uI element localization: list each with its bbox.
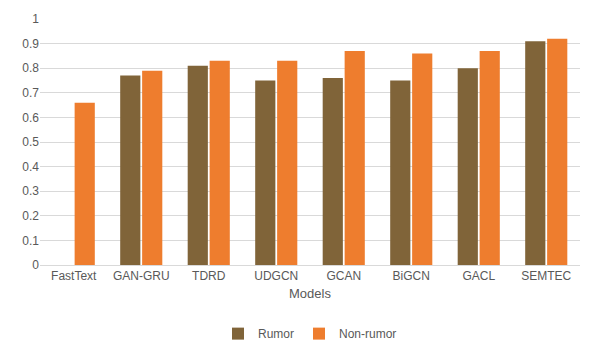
svg-text:GCAN: GCAN bbox=[326, 269, 361, 283]
svg-text:0.5: 0.5 bbox=[22, 135, 39, 149]
svg-text:TDRD: TDRD bbox=[192, 269, 226, 283]
svg-text:Non-rumor: Non-rumor bbox=[339, 327, 396, 341]
svg-text:0.4: 0.4 bbox=[22, 160, 39, 174]
svg-text:0.6: 0.6 bbox=[22, 111, 39, 125]
svg-text:0.2: 0.2 bbox=[22, 209, 39, 223]
svg-text:Rumor: Rumor bbox=[258, 327, 294, 341]
svg-text:BiGCN: BiGCN bbox=[393, 269, 430, 283]
svg-text:0.9: 0.9 bbox=[22, 37, 39, 51]
svg-text:GAN-GRU: GAN-GRU bbox=[113, 269, 170, 283]
svg-text:UDGCN: UDGCN bbox=[254, 269, 298, 283]
svg-text:Models: Models bbox=[289, 286, 331, 301]
svg-text:0.3: 0.3 bbox=[22, 184, 39, 198]
svg-text:0: 0 bbox=[32, 258, 39, 272]
svg-text:1: 1 bbox=[32, 12, 39, 26]
svg-text:GACL: GACL bbox=[462, 269, 495, 283]
svg-text:0.1: 0.1 bbox=[22, 234, 39, 248]
svg-text:0.8: 0.8 bbox=[22, 61, 39, 75]
svg-text:0.7: 0.7 bbox=[22, 86, 39, 100]
svg-text:SEMTEC: SEMTEC bbox=[521, 269, 571, 283]
svg-text:FastText: FastText bbox=[51, 269, 97, 283]
